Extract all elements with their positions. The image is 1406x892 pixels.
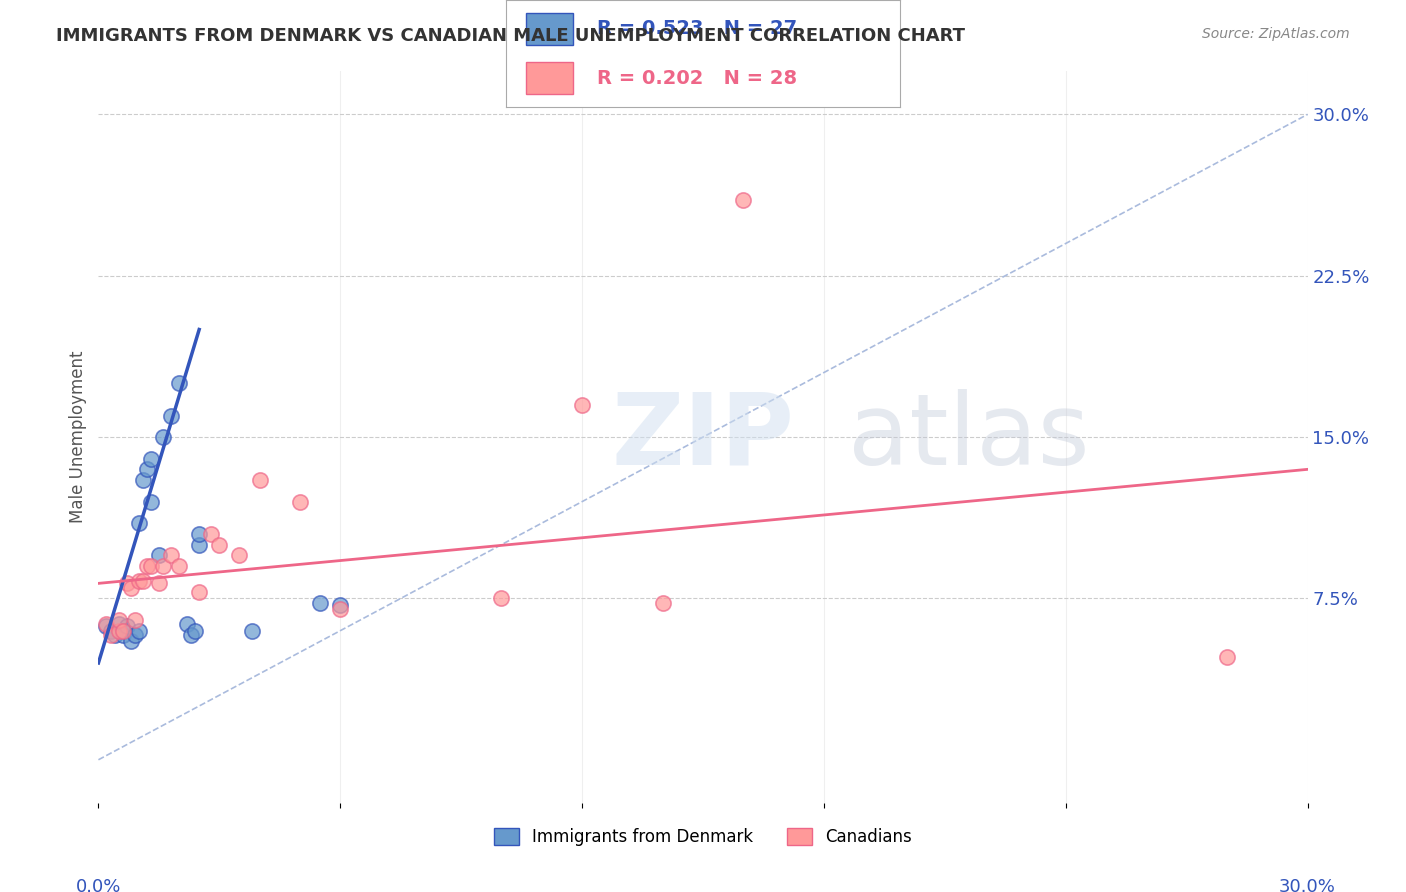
Immigrants from Denmark (100, 624, 122, 638)
Canadians (200, 527, 222, 541)
Immigrants from Denmark (107, 617, 129, 632)
Canadians (111, 624, 134, 638)
Canadians (148, 576, 170, 591)
Immigrants from Denmark (124, 628, 146, 642)
FancyBboxPatch shape (526, 12, 574, 45)
Immigrants from Denmark (329, 598, 352, 612)
Canadians (651, 596, 673, 610)
Canadians (249, 473, 271, 487)
Immigrants from Denmark (188, 538, 211, 552)
Immigrants from Denmark (152, 430, 174, 444)
Immigrants from Denmark (160, 409, 183, 423)
Legend: Immigrants from Denmark, Canadians: Immigrants from Denmark, Canadians (488, 822, 918, 853)
Immigrants from Denmark (148, 549, 170, 563)
Canadians (228, 549, 250, 563)
Text: ZIP: ZIP (612, 389, 794, 485)
Immigrants from Denmark (240, 624, 263, 638)
FancyBboxPatch shape (526, 62, 574, 95)
Canadians (571, 398, 593, 412)
Immigrants from Denmark (139, 494, 162, 508)
Y-axis label: Male Unemployment: Male Unemployment (69, 351, 87, 524)
Immigrants from Denmark (132, 473, 155, 487)
Immigrants from Denmark (167, 376, 190, 391)
Immigrants from Denmark (188, 527, 211, 541)
Canadians (139, 559, 162, 574)
Canadians (100, 628, 122, 642)
Immigrants from Denmark (115, 619, 138, 633)
Canadians (329, 602, 352, 616)
Canadians (1216, 649, 1239, 664)
Immigrants from Denmark (96, 619, 118, 633)
Immigrants from Denmark (184, 624, 207, 638)
Text: 0.0%: 0.0% (76, 878, 121, 892)
Immigrants from Denmark (139, 451, 162, 466)
Canadians (115, 576, 138, 591)
Canadians (124, 613, 146, 627)
Canadians (120, 581, 142, 595)
Immigrants from Denmark (128, 624, 150, 638)
Canadians (491, 591, 513, 606)
Canadians (733, 194, 755, 208)
Canadians (96, 617, 118, 632)
Immigrants from Denmark (120, 634, 142, 648)
Canadians (167, 559, 190, 574)
Immigrants from Denmark (309, 596, 332, 610)
Text: atlas: atlas (848, 389, 1090, 485)
Canadians (107, 613, 129, 627)
Canadians (128, 574, 150, 589)
Canadians (188, 585, 211, 599)
Immigrants from Denmark (135, 462, 157, 476)
Text: 30.0%: 30.0% (1279, 878, 1336, 892)
Canadians (135, 559, 157, 574)
Text: Source: ZipAtlas.com: Source: ZipAtlas.com (1202, 27, 1350, 41)
Immigrants from Denmark (180, 628, 202, 642)
Text: R = 0.523   N = 27: R = 0.523 N = 27 (596, 20, 797, 38)
Immigrants from Denmark (176, 617, 198, 632)
Immigrants from Denmark (111, 628, 134, 642)
Canadians (132, 574, 155, 589)
Canadians (152, 559, 174, 574)
Immigrants from Denmark (103, 628, 125, 642)
Text: R = 0.202   N = 28: R = 0.202 N = 28 (596, 69, 797, 87)
Canadians (288, 494, 311, 508)
Immigrants from Denmark (128, 516, 150, 530)
Text: IMMIGRANTS FROM DENMARK VS CANADIAN MALE UNEMPLOYMENT CORRELATION CHART: IMMIGRANTS FROM DENMARK VS CANADIAN MALE… (56, 27, 966, 45)
Canadians (160, 549, 183, 563)
Canadians (208, 538, 231, 552)
Immigrants from Denmark (111, 624, 134, 638)
Canadians (107, 624, 129, 638)
